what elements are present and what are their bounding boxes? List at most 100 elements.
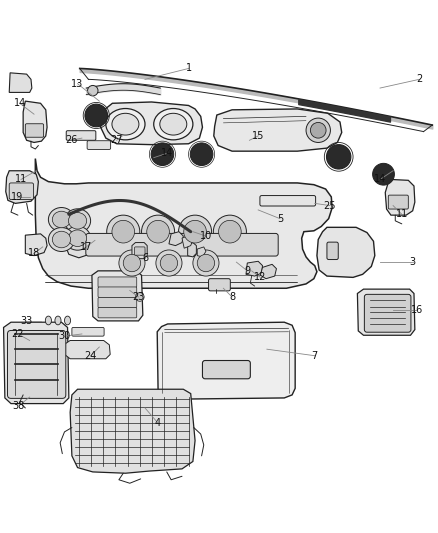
Circle shape xyxy=(88,85,98,96)
Circle shape xyxy=(306,118,330,142)
Text: 10: 10 xyxy=(200,231,212,241)
Ellipse shape xyxy=(48,228,74,252)
Text: 30: 30 xyxy=(58,331,71,341)
Ellipse shape xyxy=(64,209,91,233)
Circle shape xyxy=(112,220,134,243)
FancyBboxPatch shape xyxy=(208,279,230,291)
Polygon shape xyxy=(197,247,206,257)
Polygon shape xyxy=(64,341,110,359)
Circle shape xyxy=(190,143,213,166)
Polygon shape xyxy=(157,322,295,399)
FancyBboxPatch shape xyxy=(98,297,137,308)
Polygon shape xyxy=(357,289,415,335)
Text: 38: 38 xyxy=(13,401,25,411)
Circle shape xyxy=(184,220,206,243)
Circle shape xyxy=(213,215,247,248)
FancyBboxPatch shape xyxy=(260,196,316,206)
FancyBboxPatch shape xyxy=(98,287,137,297)
Ellipse shape xyxy=(48,207,74,231)
FancyBboxPatch shape xyxy=(66,131,96,140)
Text: 26: 26 xyxy=(65,135,77,146)
Text: 14: 14 xyxy=(374,174,386,184)
Text: 15: 15 xyxy=(252,131,265,141)
Text: 11: 11 xyxy=(15,174,27,184)
Polygon shape xyxy=(101,102,202,144)
FancyBboxPatch shape xyxy=(9,183,34,199)
Text: 16: 16 xyxy=(411,305,423,315)
Circle shape xyxy=(219,220,241,243)
Circle shape xyxy=(311,123,326,138)
Text: 9: 9 xyxy=(244,266,251,276)
Polygon shape xyxy=(385,180,415,215)
Circle shape xyxy=(151,143,174,166)
Text: 24: 24 xyxy=(85,351,97,361)
Polygon shape xyxy=(317,228,375,277)
Circle shape xyxy=(373,163,394,185)
Ellipse shape xyxy=(52,211,71,228)
Ellipse shape xyxy=(112,114,139,135)
FancyBboxPatch shape xyxy=(98,277,137,287)
FancyBboxPatch shape xyxy=(364,294,411,332)
Circle shape xyxy=(156,250,182,276)
Ellipse shape xyxy=(106,109,145,140)
FancyBboxPatch shape xyxy=(134,247,145,255)
Text: 27: 27 xyxy=(110,135,123,146)
FancyBboxPatch shape xyxy=(327,242,338,260)
Circle shape xyxy=(147,220,170,243)
Polygon shape xyxy=(6,171,39,204)
Polygon shape xyxy=(246,261,262,276)
Circle shape xyxy=(160,254,178,272)
FancyBboxPatch shape xyxy=(86,233,278,256)
Ellipse shape xyxy=(154,109,193,140)
Polygon shape xyxy=(260,264,276,279)
Polygon shape xyxy=(214,109,342,151)
Text: 14: 14 xyxy=(14,98,26,108)
Circle shape xyxy=(135,293,144,301)
Text: 6: 6 xyxy=(142,253,148,263)
Circle shape xyxy=(85,104,108,127)
Polygon shape xyxy=(92,271,143,321)
Polygon shape xyxy=(9,73,32,92)
Polygon shape xyxy=(25,234,47,256)
Text: 12: 12 xyxy=(254,272,267,282)
Text: 18: 18 xyxy=(28,248,40,259)
Ellipse shape xyxy=(68,213,87,229)
Ellipse shape xyxy=(64,316,71,325)
Text: 1: 1 xyxy=(185,63,191,74)
Ellipse shape xyxy=(55,316,61,325)
Text: 25: 25 xyxy=(324,200,336,211)
Ellipse shape xyxy=(52,231,71,248)
FancyBboxPatch shape xyxy=(389,195,408,209)
Text: 4: 4 xyxy=(155,418,161,428)
Ellipse shape xyxy=(160,114,187,135)
Polygon shape xyxy=(187,243,196,257)
Circle shape xyxy=(193,250,219,276)
Ellipse shape xyxy=(64,226,91,250)
Polygon shape xyxy=(169,232,184,246)
Text: 14: 14 xyxy=(161,148,173,158)
Polygon shape xyxy=(132,243,147,259)
Circle shape xyxy=(326,144,351,169)
Text: 17: 17 xyxy=(80,242,92,252)
FancyBboxPatch shape xyxy=(202,360,251,379)
Polygon shape xyxy=(23,101,47,142)
Circle shape xyxy=(119,250,145,276)
Circle shape xyxy=(123,254,141,272)
Text: 33: 33 xyxy=(21,316,33,326)
Circle shape xyxy=(141,215,175,248)
FancyBboxPatch shape xyxy=(25,124,44,137)
Polygon shape xyxy=(35,158,332,288)
Polygon shape xyxy=(182,235,193,248)
Text: 23: 23 xyxy=(132,292,145,302)
Text: 11: 11 xyxy=(396,209,408,219)
Circle shape xyxy=(197,254,215,272)
FancyBboxPatch shape xyxy=(7,330,66,398)
Text: 8: 8 xyxy=(229,292,235,302)
Text: 7: 7 xyxy=(311,351,318,361)
FancyBboxPatch shape xyxy=(72,327,104,336)
Polygon shape xyxy=(66,235,93,258)
Text: 3: 3 xyxy=(410,257,416,267)
FancyBboxPatch shape xyxy=(87,141,111,149)
Text: 22: 22 xyxy=(12,329,24,339)
Polygon shape xyxy=(4,322,69,403)
